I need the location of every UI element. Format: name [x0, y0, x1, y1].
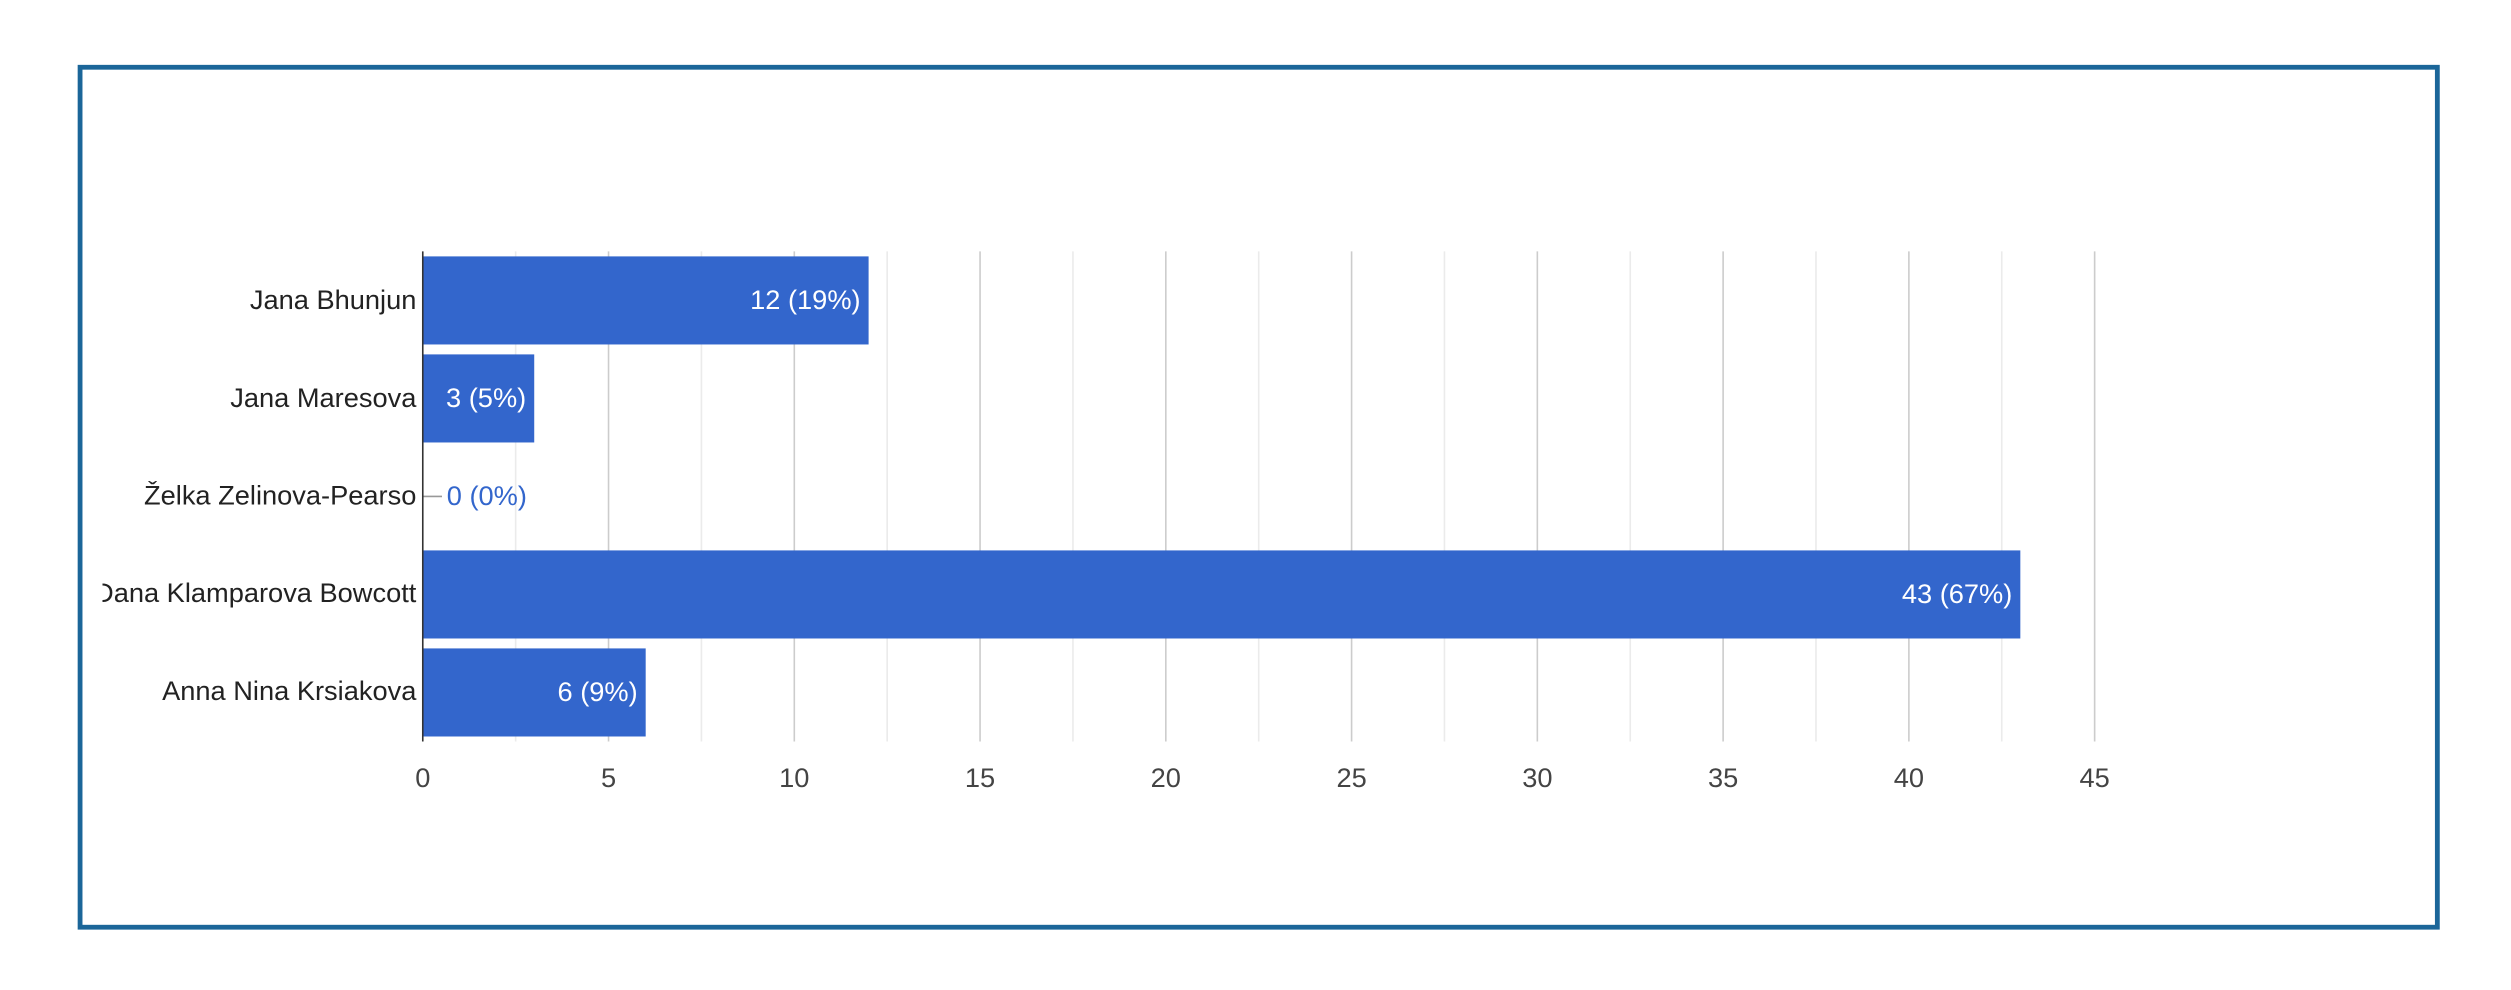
x-tick-label: 15: [965, 762, 995, 793]
bar: [422, 354, 535, 443]
y-label-box: Jana Bhunjun: [249, 284, 417, 315]
y-tick-label: Želka Zelinova-Pearso: [144, 480, 417, 511]
value-label: 0 (0%): [447, 480, 527, 511]
y-label-box: Želka Zelinova-Pearso: [144, 480, 417, 511]
value-label: 3 (5%): [446, 382, 526, 413]
y-tick-label: Anna Nina Krsiakova: [162, 676, 417, 707]
y-tick-label: Dana Klamparova Bowcott: [102, 578, 417, 609]
x-tick-label: 35: [1708, 762, 1738, 793]
x-tick-label: 25: [1336, 762, 1366, 793]
x-tick-label: 45: [2079, 762, 2109, 793]
value-label: 43 (67%): [1902, 578, 2012, 609]
x-tick-label: 0: [415, 762, 430, 793]
bar: [422, 550, 2021, 639]
bar: [422, 648, 646, 737]
x-tick-label: 10: [779, 762, 809, 793]
y-tick-label: Jana Bhunjun: [249, 284, 417, 315]
y-label-box: Anna Nina Krsiakova: [162, 676, 417, 707]
value-label: 12 (19%): [750, 284, 860, 315]
value-label: 6 (9%): [558, 676, 638, 707]
y-tick-label: Jana Maresova: [230, 382, 417, 413]
y-label-box: Dana Klamparova Bowcott: [102, 578, 417, 609]
y-label-box: Jana Maresova: [230, 382, 417, 413]
x-tick-label: 30: [1522, 762, 1552, 793]
x-tick-label: 5: [601, 762, 616, 793]
x-tick-label: 20: [1151, 762, 1181, 793]
bar: [422, 256, 869, 345]
x-tick-label: 40: [1894, 762, 1924, 793]
